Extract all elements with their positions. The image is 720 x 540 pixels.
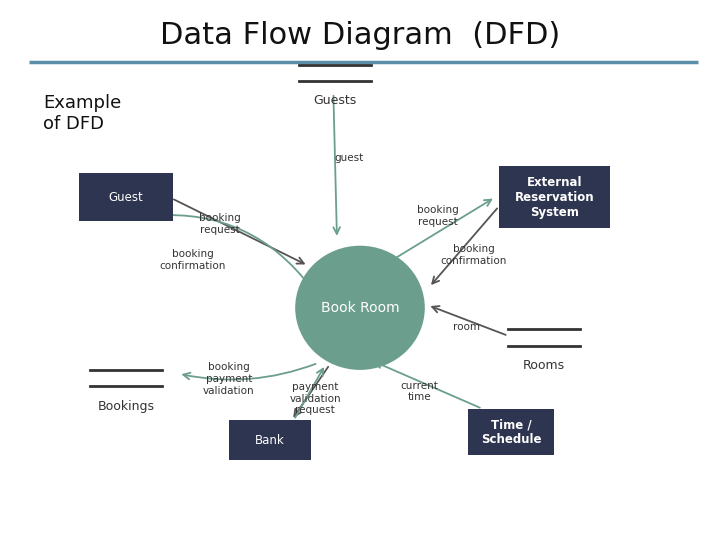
FancyBboxPatch shape — [498, 166, 611, 228]
Text: Data Flow Diagram  (DFD): Data Flow Diagram (DFD) — [160, 21, 560, 50]
Text: current
time: current time — [400, 381, 438, 402]
Text: Guest: Guest — [109, 191, 143, 204]
Text: room: room — [453, 322, 480, 332]
Text: Guests: Guests — [313, 94, 356, 107]
Text: Bank: Bank — [255, 434, 285, 447]
Text: Example
of DFD: Example of DFD — [43, 94, 122, 133]
Text: booking
request: booking request — [417, 205, 459, 227]
Text: Rooms: Rooms — [523, 359, 564, 372]
Text: Book Room: Book Room — [320, 301, 400, 315]
Text: guest: guest — [335, 153, 364, 163]
Text: booking
confirmation: booking confirmation — [441, 244, 507, 266]
FancyBboxPatch shape — [468, 409, 554, 455]
Text: booking
confirmation: booking confirmation — [160, 249, 226, 271]
Text: External
Reservation
System: External Reservation System — [515, 176, 594, 219]
FancyBboxPatch shape — [229, 420, 311, 460]
FancyBboxPatch shape — [79, 173, 173, 221]
Text: booking
payment
validation: booking payment validation — [203, 362, 255, 396]
Ellipse shape — [295, 246, 425, 370]
Text: Time /
Schedule: Time / Schedule — [481, 418, 541, 446]
Text: Bookings: Bookings — [97, 400, 155, 413]
Text: booking
request: booking request — [199, 213, 240, 235]
Text: payment
validation
request: payment validation request — [289, 382, 341, 415]
